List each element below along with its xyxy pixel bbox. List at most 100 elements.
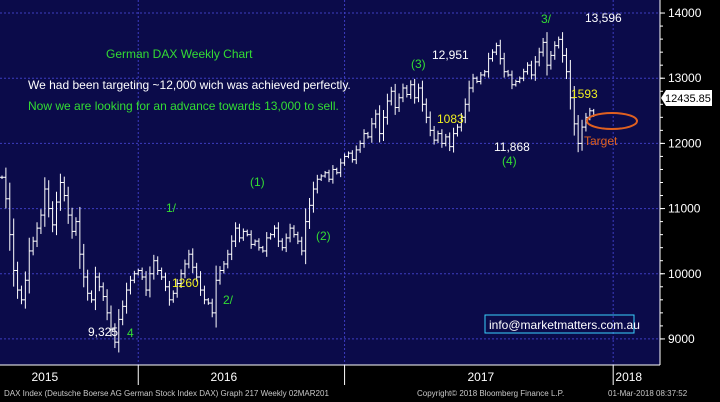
wave-4-label: 4 xyxy=(127,326,134,340)
price-bar xyxy=(268,232,273,240)
price-bar xyxy=(482,69,487,77)
fib-1593-label: 1593 xyxy=(571,87,598,101)
price-bar xyxy=(105,289,110,321)
price-bar xyxy=(218,266,222,285)
price-bar xyxy=(206,298,211,305)
price-bar xyxy=(393,83,398,115)
price-bar xyxy=(521,68,526,82)
price-bar xyxy=(186,249,191,269)
price-bar xyxy=(455,124,460,137)
price-bar xyxy=(0,175,4,180)
price-bars xyxy=(0,32,596,353)
price-bar xyxy=(253,239,258,247)
price-bar xyxy=(362,129,367,148)
price-bar xyxy=(19,285,24,305)
price-bar xyxy=(529,60,534,80)
price-bar xyxy=(560,32,565,63)
price-bar xyxy=(389,86,394,106)
price-bar xyxy=(381,109,386,141)
x-year-label: 2016 xyxy=(211,370,238,384)
price-bar xyxy=(54,191,59,236)
fib-1083-label: 1083 xyxy=(437,112,464,126)
price-bar xyxy=(447,132,452,152)
price-bar xyxy=(11,218,16,287)
x-year-label: 2015 xyxy=(31,370,58,384)
price-bar xyxy=(319,174,324,182)
price-bar xyxy=(459,112,464,132)
price-bar xyxy=(140,267,145,280)
price-bar xyxy=(358,140,363,153)
price-bar xyxy=(120,300,125,326)
price-bar xyxy=(299,236,304,256)
price-bar xyxy=(463,98,468,124)
price-bar xyxy=(264,232,269,257)
price-bar xyxy=(311,181,316,213)
price-bar xyxy=(533,56,538,81)
price-bar xyxy=(365,131,370,139)
price-bar xyxy=(147,266,152,298)
price-bar xyxy=(537,47,542,67)
price-bar xyxy=(494,42,499,56)
price-bar xyxy=(545,32,549,76)
footer-bar: DAX Index (Deutsche Boerse AG German Sto… xyxy=(0,386,720,402)
target-label: Target xyxy=(584,134,618,148)
price-bar xyxy=(416,83,421,103)
price-bar xyxy=(404,85,409,98)
price-bar xyxy=(233,222,238,248)
y-tick-label: 10000 xyxy=(668,267,702,281)
price-bar xyxy=(432,125,437,145)
price-bar xyxy=(272,225,277,238)
price-bar xyxy=(330,165,335,184)
price-bar xyxy=(214,265,219,328)
price-bar xyxy=(42,177,47,227)
price-bar xyxy=(486,52,491,78)
last-price-tag: 12435.85 xyxy=(661,90,712,106)
price-bar xyxy=(179,269,184,288)
low-2016-label: 9,325 xyxy=(88,325,118,339)
y-tick-label: 14000 xyxy=(668,6,702,20)
price-bar xyxy=(424,98,429,124)
price-bar xyxy=(221,261,226,274)
price-bar xyxy=(198,271,203,296)
price-bar xyxy=(77,206,82,269)
price-bar xyxy=(323,170,328,178)
price-bar xyxy=(85,269,90,301)
price-bar xyxy=(342,153,347,166)
price-bar xyxy=(50,201,55,233)
last-price-value: 12435.85 xyxy=(665,93,711,105)
price-bar xyxy=(439,129,444,148)
price-bar xyxy=(229,235,234,261)
price-bar xyxy=(307,197,312,229)
subtitle-line-1: We had been targeting ~12,000 wich was a… xyxy=(28,78,351,92)
price-bar xyxy=(354,145,359,165)
price-bar xyxy=(190,248,195,274)
subtitle-line-2: Now we are looking for an advance toward… xyxy=(28,99,339,113)
price-bar xyxy=(303,208,308,265)
price-bar xyxy=(443,133,448,147)
wave-paren-3-label: (3) xyxy=(411,57,426,71)
price-bar xyxy=(436,130,440,144)
price-bar xyxy=(15,261,20,299)
peak-12951-label: 12,951 xyxy=(432,48,469,62)
price-bar xyxy=(509,70,514,90)
price-bar xyxy=(225,249,230,269)
price-bar xyxy=(548,51,553,70)
email-link[interactable]: info@marketmatters.com.au xyxy=(489,318,640,332)
price-bar xyxy=(81,243,86,288)
price-bar xyxy=(31,236,36,256)
x-year-label: 2017 xyxy=(467,370,494,384)
price-bar xyxy=(377,105,382,143)
price-bar xyxy=(46,180,51,218)
price-bar xyxy=(280,238,285,251)
price-bar xyxy=(167,280,172,306)
chart-title: German DAX Weekly Chart xyxy=(106,47,253,61)
price-bar xyxy=(568,59,573,110)
price-bar xyxy=(58,173,63,211)
price-bar xyxy=(159,267,164,280)
price-bar xyxy=(327,169,331,183)
price-bar xyxy=(471,73,476,93)
footer-copyright: Copyright© 2018 Bloomberg Finance L.P. xyxy=(417,389,565,398)
footer-timestamp: 01-Mar-2018 08:37:52 xyxy=(608,389,688,398)
price-bar xyxy=(474,76,479,84)
